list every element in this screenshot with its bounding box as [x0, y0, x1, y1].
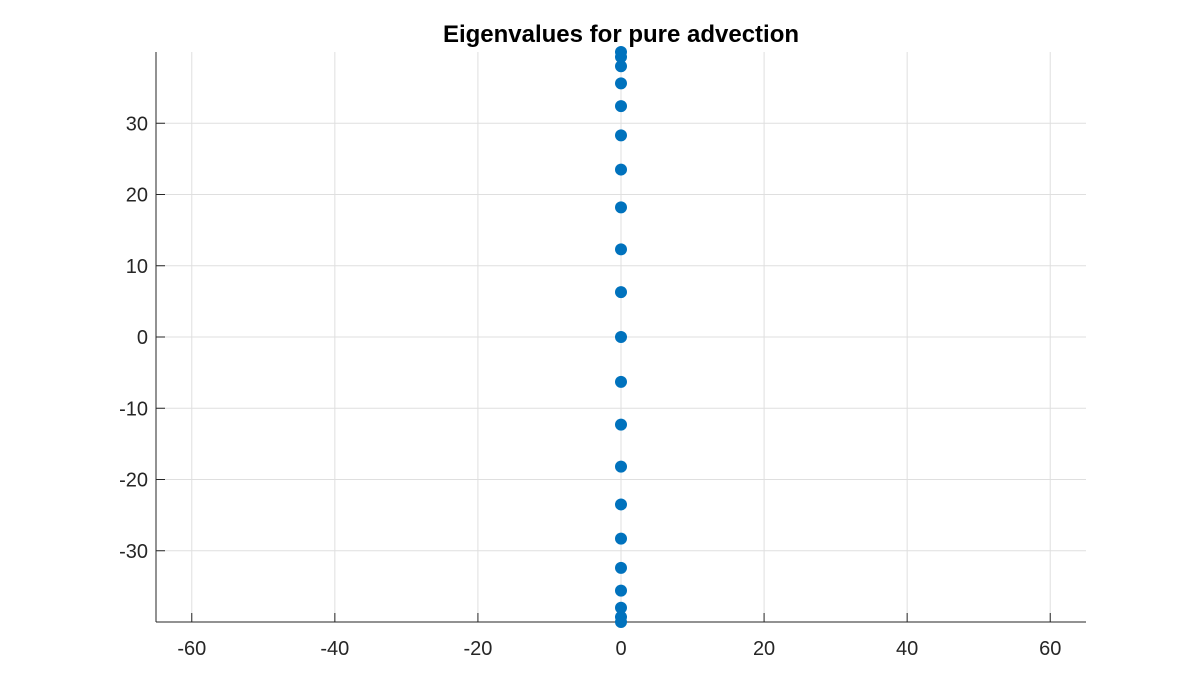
data-point: [615, 532, 627, 545]
data-point: [615, 50, 627, 63]
data-points: [615, 46, 627, 628]
y-tick-label: -20: [119, 470, 148, 492]
x-tick-label: -40: [320, 638, 349, 660]
data-point: [615, 601, 627, 614]
data-point: [615, 77, 627, 90]
data-point: [615, 460, 627, 473]
data-point: [615, 331, 627, 343]
data-point: [615, 286, 627, 299]
data-point: [615, 418, 627, 431]
chart-title: Eigenvalues for pure advection: [443, 21, 799, 48]
data-point: [615, 498, 627, 511]
data-point: [615, 201, 627, 214]
data-point: [615, 100, 627, 113]
y-tick-label: 30: [126, 113, 148, 135]
ticks: -60 -40 -20 0 20 40 60 -30 -20 -10 0 10 20 30: [119, 113, 1061, 660]
y-tick-label: -10: [119, 398, 148, 420]
x-tick-label: 60: [1039, 638, 1061, 660]
y-tick-label: 20: [126, 185, 148, 207]
data-point: [615, 561, 627, 574]
y-tick-label: 0: [137, 327, 148, 349]
data-point: [615, 129, 627, 142]
data-point: [615, 243, 627, 256]
x-tick-label: 20: [753, 638, 775, 660]
data-point: [615, 616, 627, 628]
data-point: [615, 163, 627, 176]
data-point: [615, 375, 627, 388]
y-tick-label: 10: [126, 256, 148, 278]
y-tick-label: -30: [119, 541, 148, 563]
grid: [156, 52, 1086, 622]
x-tick-label: 40: [896, 638, 918, 660]
data-point: [615, 60, 627, 73]
x-tick-label: -60: [177, 638, 206, 660]
x-tick-label: -20: [463, 638, 492, 660]
x-tick-label: 0: [615, 638, 626, 660]
data-point: [615, 584, 627, 597]
